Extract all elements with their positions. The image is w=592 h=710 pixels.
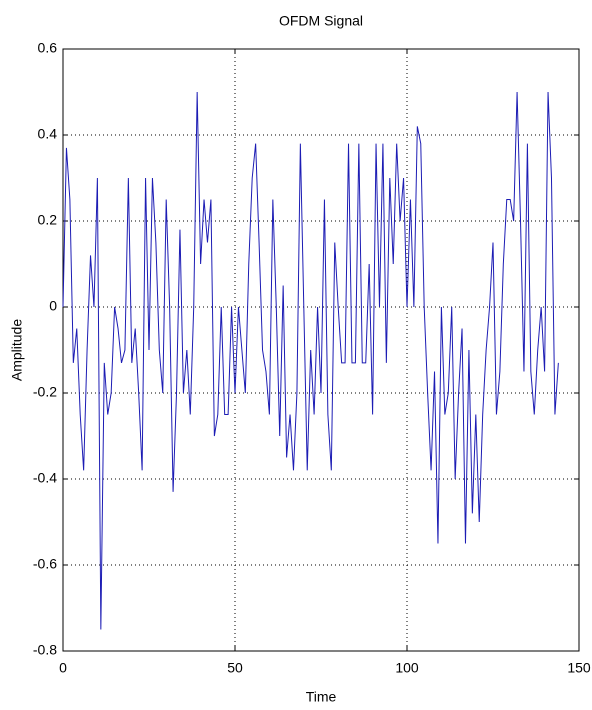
x-axis-label: Time — [306, 689, 337, 705]
data-line — [62, 91, 559, 630]
x-tick-label: 100 — [395, 660, 419, 676]
chart-title: OFDM Signal — [279, 13, 363, 29]
x-tick-label: 150 — [567, 660, 591, 676]
plot-frame — [62, 48, 580, 652]
y-tick-label: 0.2 — [38, 212, 58, 228]
y-tick-label: -0.4 — [33, 470, 57, 486]
y-tick-label: -0.2 — [33, 384, 57, 400]
y-tick-label: -0.6 — [33, 556, 57, 572]
y-tick-label: 0 — [49, 298, 57, 314]
x-tick-label: 50 — [227, 660, 243, 676]
x-tick-label: 0 — [59, 660, 67, 676]
y-tick-label: 0.6 — [38, 40, 58, 56]
y-tick-label: 0.4 — [38, 126, 58, 142]
y-axis-label: Amplitude — [9, 319, 25, 381]
y-tick-label: -0.8 — [33, 642, 57, 658]
